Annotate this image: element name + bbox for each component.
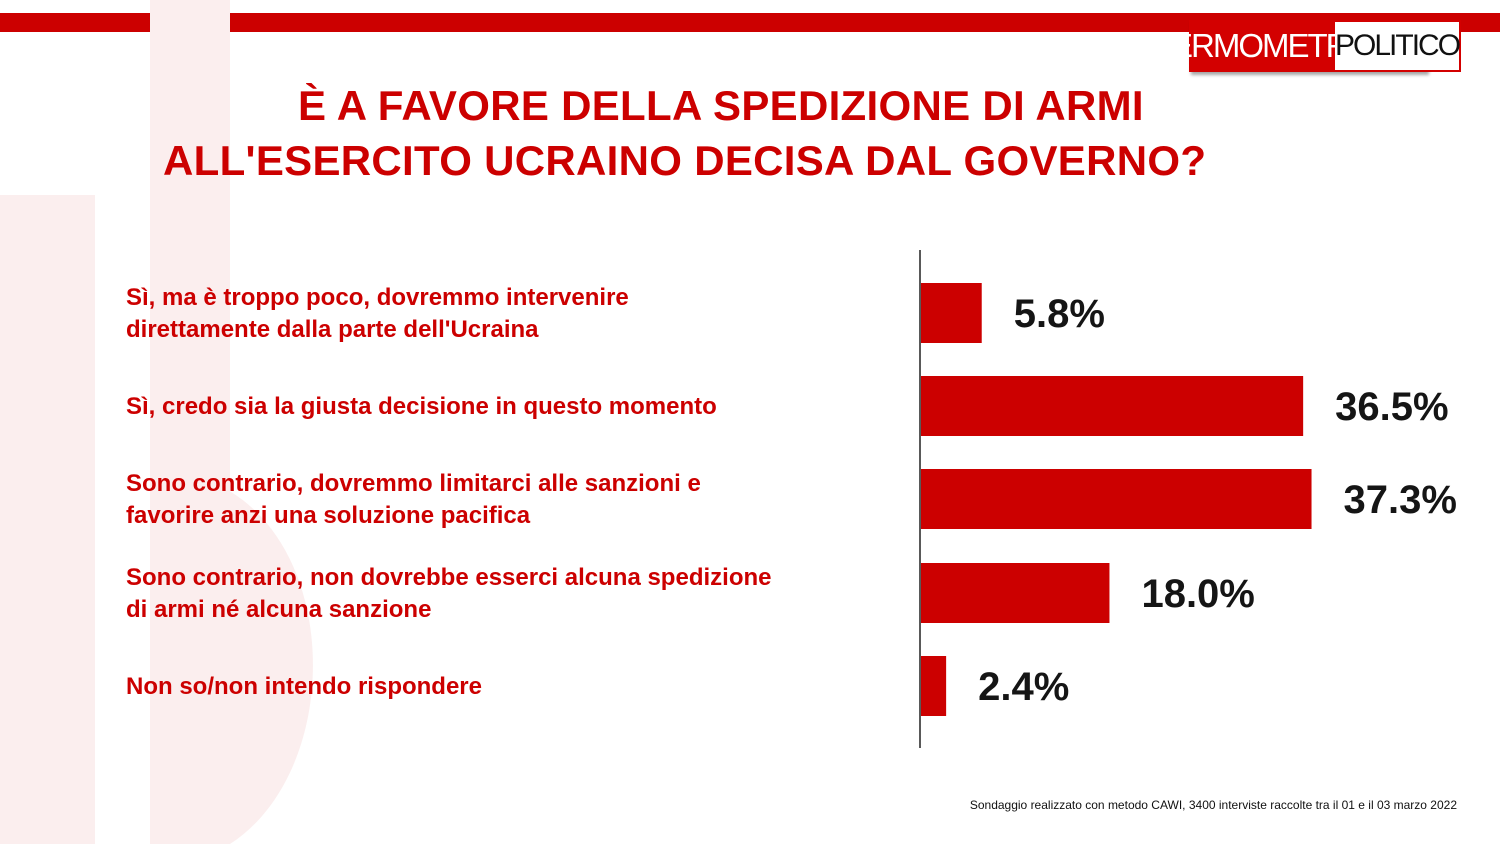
bar-2 bbox=[921, 376, 1304, 436]
category-label-3-line-2: favorire anzi una soluzione pacifica bbox=[126, 502, 531, 529]
value-label-1: 5.8% bbox=[1014, 292, 1105, 336]
chart-title-line-2: ALL'ESERCITO UCRAINO DECISA DAL GOVERNO? bbox=[163, 137, 1207, 184]
category-label-5-line-1: Non so/non intendo rispondere bbox=[126, 673, 482, 700]
survey-footnote: Sondaggio realizzato con metodo CAWI, 34… bbox=[969, 798, 1457, 812]
bar-4 bbox=[921, 563, 1110, 623]
category-label-4-line-1: Sono contrario, non dovrebbe esserci alc… bbox=[126, 564, 771, 591]
bar-1 bbox=[921, 283, 982, 343]
category-label-2-line-1: Sì, credo sia la giusta decisione in que… bbox=[126, 393, 717, 420]
value-label-3: 37.3% bbox=[1344, 478, 1457, 522]
top-accent-bar bbox=[0, 13, 1500, 32]
bar-3 bbox=[921, 469, 1312, 529]
chart-title-line-1: È A FAVORE DELLA SPEDIZIONE DI ARMI bbox=[298, 82, 1144, 129]
bar-5 bbox=[921, 656, 947, 716]
background-watermark-icon bbox=[0, 0, 313, 844]
termometro-politico-logo: TERMOMETRO POLITICO bbox=[1153, 20, 1461, 72]
category-label-4-line-2: di armi né alcuna sanzione bbox=[126, 596, 431, 623]
category-label-3-line-1: Sono contrario, dovremmo limitarci alle … bbox=[126, 470, 701, 497]
value-label-2: 36.5% bbox=[1335, 385, 1448, 429]
category-label-1-line-2: direttamente dalla parte dell'Ucraina bbox=[126, 316, 539, 343]
value-label-5: 2.4% bbox=[978, 665, 1069, 709]
logo-part-politico: POLITICO bbox=[1335, 20, 1461, 72]
category-label-1-line-1: Sì, ma è troppo poco, dovremmo interveni… bbox=[126, 284, 629, 311]
value-label-4: 18.0% bbox=[1141, 572, 1254, 616]
